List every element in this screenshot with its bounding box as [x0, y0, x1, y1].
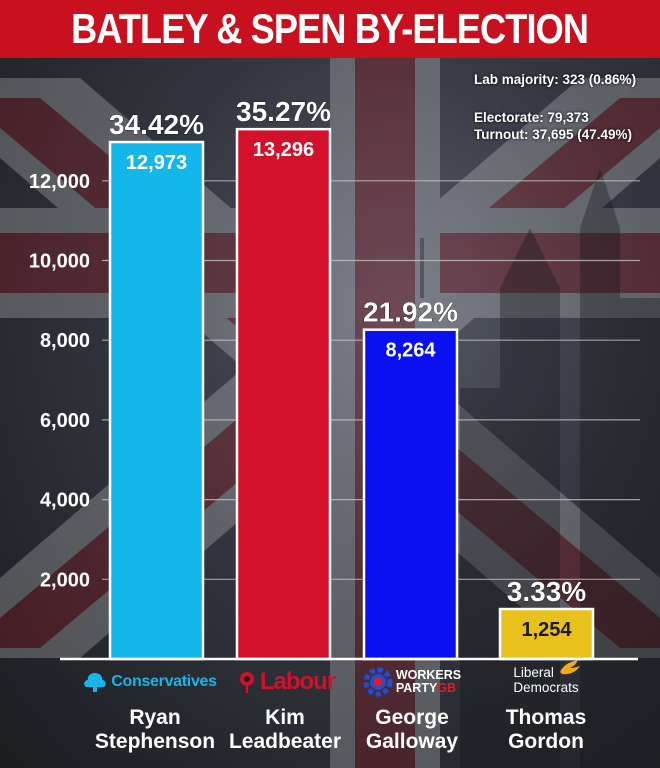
candidate-last-name: Gordon: [508, 730, 584, 753]
bar-percent-label: 3.33%: [507, 576, 586, 607]
workers-logo-line3: GB: [437, 681, 457, 695]
bar-value-label: 1,254: [521, 619, 572, 641]
title-banner: BATLEY & SPEN BY-ELECTION: [0, 0, 660, 58]
electorate-text: Electorate: 79,373: [474, 110, 589, 125]
y-tick-label: 2,000: [40, 569, 90, 591]
candidate-name-1: Ryan Stephenson: [90, 706, 220, 754]
workers-logo-line1: WORKERS: [395, 668, 462, 682]
libdem-logo-line1: Liberal: [513, 665, 554, 680]
bar-value-label: 8,264: [385, 340, 436, 362]
labour-logo-text: Labour: [259, 668, 336, 695]
candidate-first-name: Kim: [265, 706, 305, 729]
candidate-first-name: Thomas: [505, 706, 587, 729]
conservatives-logo: Conservatives: [76, 662, 222, 702]
candidate-name-3: George Galloway: [347, 706, 477, 754]
page-title: BATLEY & SPEN BY-ELECTION: [71, 5, 589, 52]
candidate-last-name: Galloway: [365, 730, 459, 753]
candidate-name-4: Thomas Gordon: [481, 706, 611, 754]
bar-percent-label: 35.27%: [236, 96, 331, 127]
bar: [362, 328, 459, 661]
candidate-first-name: Ryan: [129, 706, 181, 729]
tree-icon: [84, 673, 106, 692]
bar-value-label: 13,296: [253, 139, 314, 161]
bird-icon: [560, 660, 580, 675]
y-tick-label: 12,000: [29, 171, 90, 193]
bar: [235, 127, 332, 661]
libdem-logo: Liberal Democrats: [494, 660, 598, 700]
candidate-name-2: Kim Leadbeater: [220, 706, 350, 754]
y-tick-label: 8,000: [40, 330, 90, 352]
bar-percent-label: 21.92%: [363, 297, 458, 328]
bar: [108, 140, 205, 661]
candidate-first-name: George: [375, 706, 449, 729]
y-tick-label: 4,000: [40, 490, 90, 512]
workers-party-logo: WORKERS PARTYGB: [356, 662, 468, 702]
bar-percent-label: 34.42%: [109, 109, 204, 140]
libdem-logo-line2: Democrats: [513, 680, 579, 695]
y-tick-label: 6,000: [40, 410, 90, 432]
conservatives-logo-text: Conservatives: [111, 673, 217, 690]
candidate-last-name: Leadbeater: [228, 730, 342, 753]
labour-logo: Labour: [226, 662, 344, 702]
bar-value-label: 12,973: [126, 152, 187, 174]
turnout-text: Turnout: 37,695 (47.49%): [474, 127, 633, 142]
majority-text: Lab majority: 323 (0.86%): [474, 72, 637, 87]
y-tick-label: 10,000: [29, 251, 90, 273]
cog-icon: [363, 667, 393, 697]
candidate-last-name: Stephenson: [94, 730, 216, 753]
workers-logo-line2: PARTY: [395, 681, 438, 695]
rose-icon: [239, 672, 254, 693]
bar: [498, 607, 595, 661]
